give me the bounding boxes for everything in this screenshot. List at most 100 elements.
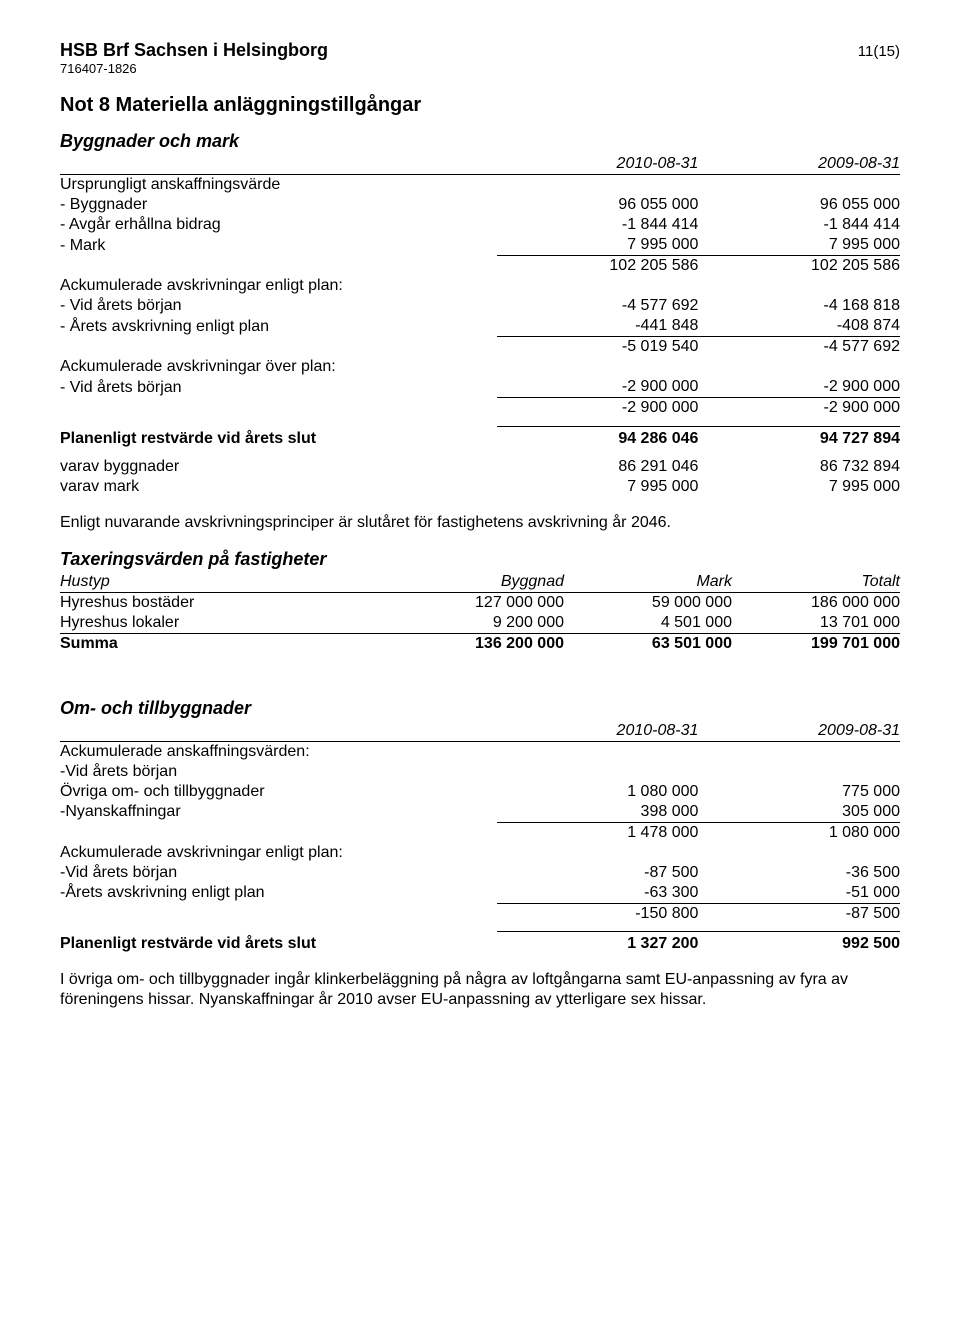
cell: -2 900 000 xyxy=(497,398,699,419)
table-row: 2010-08-31 2009-08-31 xyxy=(60,721,900,742)
cell: -1 844 414 xyxy=(698,215,900,235)
table-row: Ursprungligt anskaffningsvärde xyxy=(60,175,900,196)
table-row: -150 800 -87 500 xyxy=(60,903,900,924)
cell: -4 577 692 xyxy=(497,296,699,316)
cell: -4 577 692 xyxy=(698,337,900,358)
cell: -51 000 xyxy=(698,883,900,904)
page-number: 11(15) xyxy=(858,43,900,60)
cell: -4 168 818 xyxy=(698,296,900,316)
cell: -Årets avskrivning enligt plan xyxy=(60,883,497,904)
section1-title: Byggnader och mark xyxy=(60,131,900,152)
date-header: 2010-08-31 xyxy=(497,721,699,742)
cell: -Vid årets början xyxy=(60,863,497,883)
cell: Summa xyxy=(60,633,396,654)
cell: 63 501 000 xyxy=(564,633,732,654)
cell: 127 000 000 xyxy=(396,592,564,613)
cell: 86 732 894 xyxy=(698,457,900,477)
table-row: varav byggnader 86 291 046 86 732 894 xyxy=(60,457,900,477)
cell: Ackumulerade avskrivningar enligt plan: xyxy=(60,276,497,296)
cell: varav mark xyxy=(60,477,497,497)
table-row: Övriga om- och tillbyggnader 1 080 000 7… xyxy=(60,782,900,802)
cell: 96 055 000 xyxy=(497,195,699,215)
cell: 59 000 000 xyxy=(564,592,732,613)
cell: 398 000 xyxy=(497,802,699,823)
cell: -Nyanskaffningar xyxy=(60,802,497,823)
cell: 102 205 586 xyxy=(497,256,699,277)
cell: -441 848 xyxy=(497,316,699,337)
cell: Ackumulerade avskrivningar enligt plan: xyxy=(60,843,497,863)
note-title: Not 8 Materiella anläggningstillgångar xyxy=(60,94,900,117)
cell: 775 000 xyxy=(698,782,900,802)
table-row: Summa 136 200 000 63 501 000 199 701 000 xyxy=(60,633,900,654)
cell: 102 205 586 xyxy=(698,256,900,277)
cell: 199 701 000 xyxy=(732,633,900,654)
col-header: Mark xyxy=(564,572,732,593)
cell: 94 286 046 xyxy=(497,429,699,449)
cell: Ackumulerade avskrivningar över plan: xyxy=(60,357,497,377)
table-row: - Årets avskrivning enligt plan -441 848… xyxy=(60,316,900,337)
table-row: - Mark 7 995 000 7 995 000 xyxy=(60,235,900,256)
cell: -2 900 000 xyxy=(698,377,900,398)
cell: 4 501 000 xyxy=(564,613,732,634)
cell: - Mark xyxy=(60,235,497,256)
cell: 1 080 000 xyxy=(497,782,699,802)
table-row: -Årets avskrivning enligt plan -63 300 -… xyxy=(60,883,900,904)
section2-title: Taxeringsvärden på fastigheter xyxy=(60,549,900,570)
table-row: Hustyp Byggnad Mark Totalt xyxy=(60,572,900,593)
section1-note: Enligt nuvarande avskrivningsprinciper ä… xyxy=(60,513,900,533)
table-tillbyggnader: 2010-08-31 2009-08-31 Ackumulerade anska… xyxy=(60,721,900,955)
cell: varav byggnader xyxy=(60,457,497,477)
cell: 94 727 894 xyxy=(698,429,900,449)
table-row: - Vid årets början -2 900 000 -2 900 000 xyxy=(60,377,900,398)
company-name: HSB Brf Sachsen i Helsingborg xyxy=(60,40,328,61)
cell: Planenligt restvärde vid årets slut xyxy=(60,429,497,449)
section3-title: Om- och tillbyggnader xyxy=(60,698,900,719)
table-row: - Avgår erhållna bidrag -1 844 414 -1 84… xyxy=(60,215,900,235)
cell: 86 291 046 xyxy=(497,457,699,477)
cell: Hyreshus lokaler xyxy=(60,613,396,634)
table-row: Hyreshus lokaler 9 200 000 4 501 000 13 … xyxy=(60,613,900,634)
table-row: Hyreshus bostäder 127 000 000 59 000 000… xyxy=(60,592,900,613)
col-header: Totalt xyxy=(732,572,900,593)
cell: 136 200 000 xyxy=(396,633,564,654)
cell: 13 701 000 xyxy=(732,613,900,634)
table-row: -5 019 540 -4 577 692 xyxy=(60,337,900,358)
cell: 96 055 000 xyxy=(698,195,900,215)
cell: -87 500 xyxy=(698,903,900,924)
cell: 9 200 000 xyxy=(396,613,564,634)
cell: -Vid årets början xyxy=(60,762,497,782)
date-header: 2010-08-31 xyxy=(497,154,699,175)
table-row: Ackumulerade anskaffningsvärden: xyxy=(60,741,900,762)
cell: - Byggnader xyxy=(60,195,497,215)
col-header: Byggnad xyxy=(396,572,564,593)
cell: - Årets avskrivning enligt plan xyxy=(60,316,497,337)
cell: Ursprungligt anskaffningsvärde xyxy=(60,175,497,196)
cell: 305 000 xyxy=(698,802,900,823)
table-row: 1 478 000 1 080 000 xyxy=(60,822,900,843)
cell: -2 900 000 xyxy=(698,398,900,419)
cell: -87 500 xyxy=(497,863,699,883)
cell: Övriga om- och tillbyggnader xyxy=(60,782,497,802)
cell: - Avgår erhållna bidrag xyxy=(60,215,497,235)
cell: -1 844 414 xyxy=(497,215,699,235)
table-row: Ackumulerade avskrivningar över plan: xyxy=(60,357,900,377)
cell: -408 874 xyxy=(698,316,900,337)
cell: 7 995 000 xyxy=(497,235,699,256)
col-header: Hustyp xyxy=(60,572,396,593)
table-row: Ackumulerade avskrivningar enligt plan: xyxy=(60,843,900,863)
table-row: Planenligt restvärde vid årets slut 94 2… xyxy=(60,429,900,449)
cell: 7 995 000 xyxy=(698,235,900,256)
table-row: 2010-08-31 2009-08-31 xyxy=(60,154,900,175)
cell: -36 500 xyxy=(698,863,900,883)
cell: 7 995 000 xyxy=(698,477,900,497)
cell: Planenligt restvärde vid årets slut xyxy=(60,934,497,954)
cell: 186 000 000 xyxy=(732,592,900,613)
table-row: - Byggnader 96 055 000 96 055 000 xyxy=(60,195,900,215)
cell: Ackumulerade anskaffningsvärden: xyxy=(60,741,497,762)
table-taxering: Hustyp Byggnad Mark Totalt Hyreshus bost… xyxy=(60,572,900,654)
table-row: -Vid årets början xyxy=(60,762,900,782)
cell: -5 019 540 xyxy=(497,337,699,358)
cell: Hyreshus bostäder xyxy=(60,592,396,613)
table-row: -Vid årets början -87 500 -36 500 xyxy=(60,863,900,883)
cell: -63 300 xyxy=(497,883,699,904)
